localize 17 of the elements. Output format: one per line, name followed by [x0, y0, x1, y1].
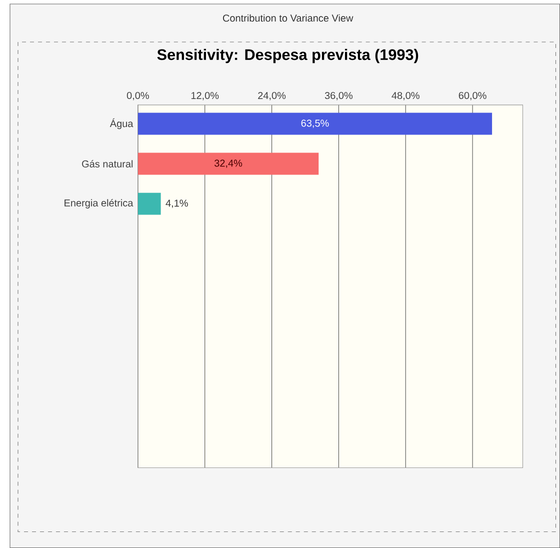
data-label: 4,1%	[166, 200, 188, 208]
x-tick-label: 60,0%	[458, 92, 486, 100]
data-label: 63,5%	[301, 120, 329, 128]
chart-title: Sensitivity: Despesa prevista (1993)	[157, 48, 418, 64]
x-tick-label: 12,0%	[191, 92, 219, 100]
bar	[138, 152, 319, 175]
text: Contribution to Variance View	[222, 14, 354, 22]
y-tick-label: Energia elétrica	[64, 199, 134, 208]
x-tick-label: 36,0%	[324, 92, 353, 100]
bar	[138, 112, 492, 135]
y-tick-label: Gás natural	[82, 160, 133, 168]
x-tick-label: 24,0%	[258, 92, 286, 100]
x-tick-label: 0,0%	[126, 92, 149, 100]
y-tick-label: Água	[110, 118, 134, 130]
bar	[138, 192, 161, 215]
x-tick-label: 48,0%	[392, 92, 420, 100]
data-label: 32,4%	[214, 160, 242, 168]
